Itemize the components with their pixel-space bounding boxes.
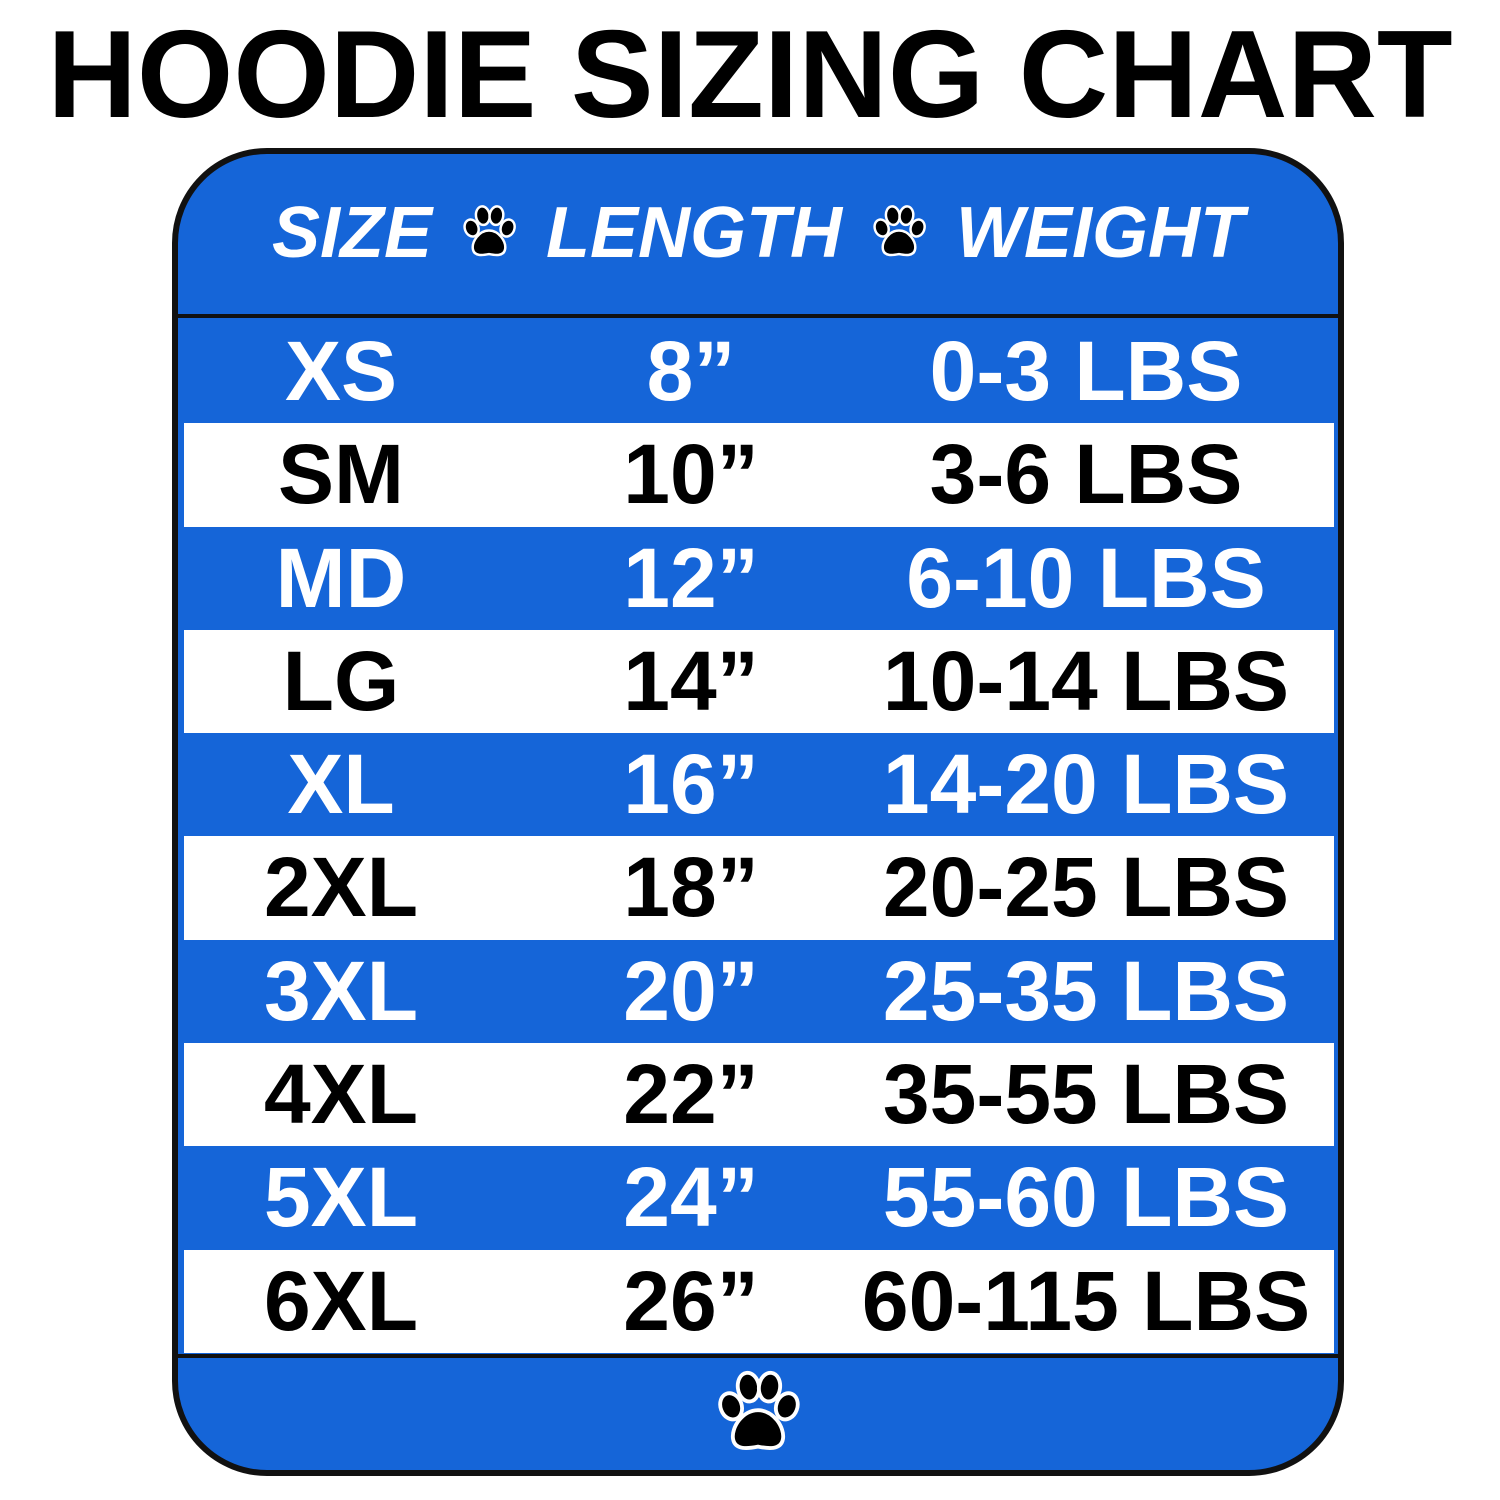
table-row: 3XL 20” 25-35 LBS: [184, 939, 1334, 1044]
table-row: 6XL 26” 60-115 LBS: [184, 1249, 1334, 1353]
weight-cell: 20-25 LBS: [882, 840, 1290, 935]
weight-cell: 14-20 LBS: [882, 737, 1290, 832]
weight-cell: 55-60 LBS: [882, 1150, 1290, 1245]
table-row: 2XL 18” 20-25 LBS: [184, 836, 1334, 940]
table-row: MD 12” 6-10 LBS: [184, 526, 1334, 630]
table-row: SM 10” 3-6 LBS: [184, 423, 1334, 527]
table-footer: [178, 1358, 1338, 1470]
size-cell: XS: [284, 324, 398, 418]
length-cell: 22”: [623, 1047, 759, 1142]
size-cell: 3XL: [263, 943, 419, 1038]
table-row: XS 8” 0-3 LBS: [184, 320, 1334, 424]
size-cell: SM: [278, 427, 404, 522]
length-cell: 20”: [623, 943, 759, 1038]
weight-cell: 10-14 LBS: [882, 633, 1290, 728]
header-weight: WEIGHT: [956, 193, 1244, 273]
sizing-table: SIZE LENGTH WEIGHT XS 8” 0-3 LBS SM 10” 3-6 L…: [172, 148, 1344, 1476]
header-size: SIZE: [272, 193, 433, 273]
length-cell: 10”: [623, 427, 759, 522]
size-cell: MD: [275, 530, 407, 625]
length-cell: 24”: [623, 1150, 759, 1245]
paw-print-icon: [868, 202, 930, 264]
weight-cell: 6-10 LBS: [906, 530, 1266, 625]
length-cell: 16”: [623, 737, 759, 832]
divider: [178, 314, 1338, 318]
table-header: SIZE LENGTH WEIGHT: [178, 154, 1338, 312]
table-body: XS 8” 0-3 LBS SM 10” 3-6 LBS MD 12” 6-10 LBS LG 14…: [184, 320, 1334, 1353]
length-cell: 26”: [623, 1253, 759, 1348]
size-cell: 6XL: [263, 1253, 419, 1348]
size-cell: 2XL: [263, 840, 419, 935]
length-cell: 14”: [623, 633, 759, 728]
weight-cell: 60-115 LBS: [861, 1253, 1311, 1348]
table-row: 4XL 22” 35-55 LBS: [184, 1043, 1334, 1147]
weight-cell: 0-3 LBS: [929, 324, 1243, 418]
paw-print-icon: [710, 1366, 806, 1462]
weight-cell: 3-6 LBS: [929, 427, 1243, 522]
table-row: XL 16” 14-20 LBS: [184, 733, 1334, 837]
weight-cell: 35-55 LBS: [882, 1047, 1290, 1142]
table-row: LG 14” 10-14 LBS: [184, 629, 1334, 734]
paw-print-icon: [458, 202, 520, 264]
length-cell: 18”: [623, 840, 759, 935]
size-cell: LG: [282, 633, 400, 728]
length-cell: 12”: [623, 530, 759, 625]
table-row: 5XL 24” 55-60 LBS: [184, 1146, 1334, 1250]
header-length: LENGTH: [546, 193, 843, 273]
divider: [178, 1354, 1338, 1358]
size-cell: 5XL: [263, 1150, 419, 1245]
weight-cell: 25-35 LBS: [882, 943, 1290, 1038]
length-cell: 8”: [646, 324, 736, 418]
size-cell: 4XL: [263, 1047, 419, 1142]
page-title: HOODIE SIZING CHART: [47, 6, 1453, 144]
size-cell: XL: [287, 737, 395, 832]
